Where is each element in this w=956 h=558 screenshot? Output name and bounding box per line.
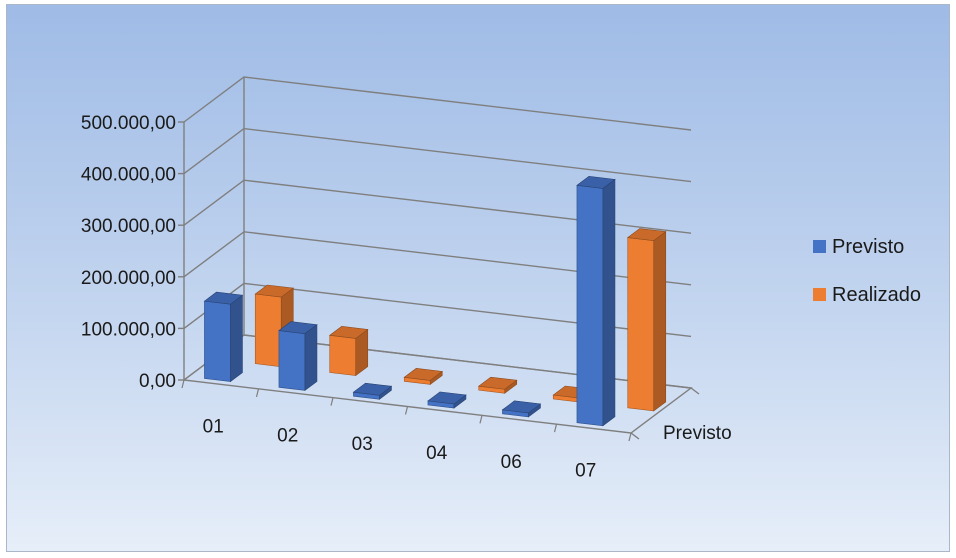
y-tick-label: 300.000,00 bbox=[81, 216, 176, 237]
x-category-label: 02 bbox=[277, 425, 298, 446]
x-category-label: 03 bbox=[352, 434, 373, 455]
x-tick-mark bbox=[628, 432, 632, 442]
bar-top bbox=[477, 376, 518, 390]
x-category-label: 07 bbox=[575, 461, 596, 482]
bar-top bbox=[403, 368, 444, 381]
chart-area: 0,00 100.000,00 200.000,00 300.000,00 400.00… bbox=[6, 4, 950, 552]
bar-side bbox=[304, 324, 318, 392]
bar-top bbox=[328, 326, 369, 339]
y-tick-label: 200.000,00 bbox=[81, 268, 176, 289]
chart-svg: 0,00 100.000,00 200.000,00 300.000,00 400.00… bbox=[81, 76, 921, 482]
legend-label: Realizado bbox=[832, 284, 921, 306]
bar-realizado-01 bbox=[254, 293, 282, 368]
bar-side bbox=[230, 294, 243, 383]
bar-top bbox=[501, 400, 542, 414]
bar-realizado-02 bbox=[329, 335, 357, 376]
x-tick-mark bbox=[404, 406, 409, 415]
legend-swatch-realizado bbox=[813, 288, 826, 301]
bar-previsto-02 bbox=[278, 330, 306, 391]
bar-previsto-07 bbox=[576, 184, 604, 427]
x-tick-mark bbox=[553, 424, 558, 433]
x-tick-mark bbox=[479, 415, 483, 424]
legend-label: Previsto bbox=[832, 236, 904, 258]
y-tick-label: 500.000,00 bbox=[81, 113, 176, 134]
bar-side bbox=[653, 231, 667, 412]
bar-top bbox=[576, 176, 616, 189]
gridline bbox=[183, 127, 692, 183]
depth-tick bbox=[630, 432, 640, 440]
y-tick-label: 400.000,00 bbox=[81, 165, 176, 186]
x-tick-mark bbox=[330, 397, 334, 406]
gridline bbox=[183, 76, 692, 131]
bar-previsto-01 bbox=[204, 300, 231, 382]
bar-top bbox=[626, 228, 667, 241]
x-category-label: 06 bbox=[501, 452, 522, 473]
bar-top bbox=[203, 291, 244, 305]
x-category-label: 04 bbox=[426, 443, 448, 464]
x-tick-mark bbox=[255, 388, 260, 397]
bar-top bbox=[352, 382, 393, 396]
bar-top bbox=[278, 321, 318, 334]
x-category-label: 01 bbox=[203, 416, 224, 437]
bar-realizado-07 bbox=[627, 237, 655, 412]
depth-axis-label: Previsto bbox=[663, 423, 732, 444]
y-tick-label: 0,00 bbox=[139, 371, 176, 392]
y-tick-label: 100.000,00 bbox=[81, 319, 176, 340]
bar-top bbox=[254, 284, 295, 298]
bar-side bbox=[602, 178, 616, 427]
depth-tick bbox=[690, 387, 700, 395]
bar-top bbox=[427, 391, 467, 405]
legend-swatch-previsto bbox=[813, 240, 826, 253]
x-tick-mark bbox=[181, 379, 185, 389]
